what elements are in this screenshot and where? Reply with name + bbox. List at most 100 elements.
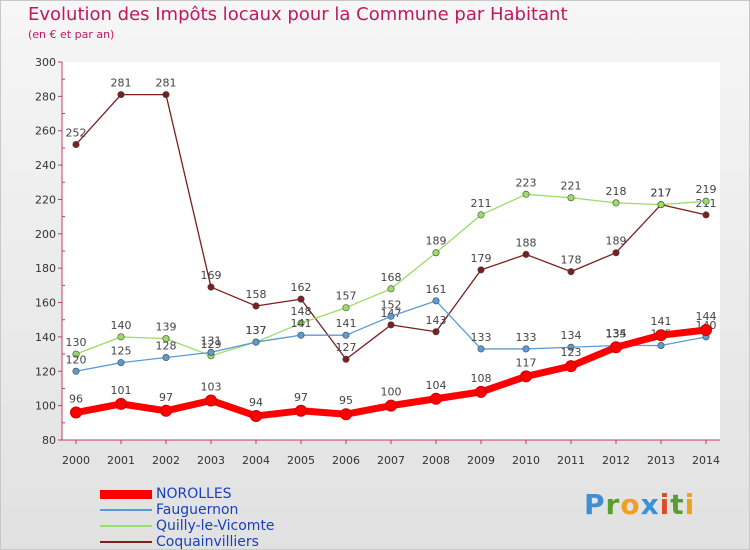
- data-label: 157: [336, 290, 357, 303]
- data-point: [432, 328, 440, 336]
- chart-title: Evolution des Impôts locaux pour la Comm…: [28, 4, 568, 25]
- data-label: 223: [516, 176, 537, 189]
- x-tick-label: 2006: [332, 454, 360, 467]
- data-label: 179: [471, 252, 492, 265]
- data-point: [252, 338, 260, 346]
- chart-subtitle: (en € et par an): [28, 28, 115, 41]
- legend-item: NOROLLES: [100, 486, 275, 502]
- data-point: [387, 321, 395, 329]
- data-point: [297, 319, 305, 327]
- y-tick-label: 260: [35, 125, 56, 138]
- data-label: 97: [294, 391, 308, 404]
- data-point: [387, 312, 395, 320]
- y-tick-label: 280: [35, 90, 56, 103]
- data-label: 96: [69, 393, 83, 406]
- y-tick-label: 120: [35, 365, 56, 378]
- data-point: [72, 367, 80, 375]
- data-point: [340, 408, 352, 421]
- data-label: 281: [111, 77, 132, 90]
- y-tick-label: 140: [35, 331, 56, 344]
- data-point: [117, 91, 125, 99]
- data-point: [72, 350, 80, 358]
- data-point: [385, 399, 397, 412]
- data-label: 252: [66, 126, 87, 139]
- x-tick-label: 2014: [692, 454, 720, 467]
- y-tick-label: 100: [35, 400, 56, 413]
- data-point: [117, 333, 125, 341]
- data-point: [70, 406, 82, 419]
- data-point: [475, 385, 487, 398]
- x-tick-label: 2010: [512, 454, 540, 467]
- data-point: [297, 295, 305, 303]
- x-tick-label: 2003: [197, 454, 225, 467]
- x-tick-label: 2000: [62, 454, 90, 467]
- data-point: [432, 297, 440, 305]
- data-label: 219: [696, 183, 717, 196]
- data-label: 133: [516, 331, 537, 344]
- data-label: 152: [381, 298, 402, 311]
- data-point: [657, 341, 665, 349]
- data-label: 95: [339, 394, 353, 407]
- data-point: [702, 211, 710, 219]
- legend-swatch: [100, 489, 152, 499]
- legend-swatch: [100, 525, 152, 527]
- data-label: 137: [246, 324, 267, 337]
- data-point: [162, 335, 170, 343]
- data-label: 141: [651, 315, 672, 328]
- legend-label: Coquainvilliers: [156, 534, 259, 550]
- data-label: 104: [426, 379, 447, 392]
- data-point: [297, 331, 305, 339]
- legend-swatch: [100, 541, 152, 543]
- legend-item: Fauguernon: [100, 502, 275, 518]
- data-point: [205, 394, 217, 407]
- data-label: 100: [381, 386, 402, 399]
- data-point: [477, 211, 485, 219]
- data-label: 188: [516, 236, 537, 249]
- x-tick-label: 2011: [557, 454, 585, 467]
- data-point: [565, 360, 577, 373]
- x-tick-label: 2013: [647, 454, 675, 467]
- legend-item: Quilly-le-Vicomte: [100, 518, 275, 534]
- x-tick-label: 2008: [422, 454, 450, 467]
- data-label: 134: [561, 329, 582, 342]
- data-label: 94: [249, 396, 263, 409]
- y-tick-label: 160: [35, 297, 56, 310]
- data-label: 125: [111, 345, 132, 358]
- data-point: [567, 343, 575, 351]
- chart-legend: NOROLLES Fauguernon Quilly-le-Vicomte Coqua…: [100, 486, 275, 550]
- data-label: 134: [606, 327, 627, 340]
- x-tick-label: 2002: [152, 454, 180, 467]
- data-point: [612, 199, 620, 207]
- data-point: [567, 194, 575, 202]
- data-point: [162, 91, 170, 99]
- data-label: 97: [159, 391, 173, 404]
- x-tick-label: 2004: [242, 454, 270, 467]
- plot-area: [62, 62, 720, 440]
- data-point: [522, 190, 530, 198]
- data-label: 144: [696, 310, 717, 323]
- data-point: [342, 355, 350, 363]
- data-point: [610, 341, 622, 354]
- data-point: [700, 324, 712, 337]
- x-tick-label: 2009: [467, 454, 495, 467]
- data-label: 218: [606, 185, 627, 198]
- data-label: 211: [471, 197, 492, 210]
- data-point: [250, 409, 262, 422]
- data-label: 108: [471, 372, 492, 385]
- data-point: [72, 140, 80, 148]
- data-label: 281: [156, 77, 177, 90]
- data-label: 158: [246, 288, 267, 301]
- y-tick-label: 200: [35, 228, 56, 241]
- data-point: [522, 250, 530, 258]
- data-point: [162, 354, 170, 362]
- data-label: 189: [426, 235, 447, 248]
- y-tick-label: 80: [42, 434, 56, 447]
- data-label: 128: [156, 340, 177, 353]
- data-point: [477, 345, 485, 353]
- data-label: 148: [291, 305, 312, 318]
- data-point: [207, 283, 215, 291]
- data-point: [612, 249, 620, 257]
- data-label: 168: [381, 271, 402, 284]
- data-point: [655, 329, 667, 342]
